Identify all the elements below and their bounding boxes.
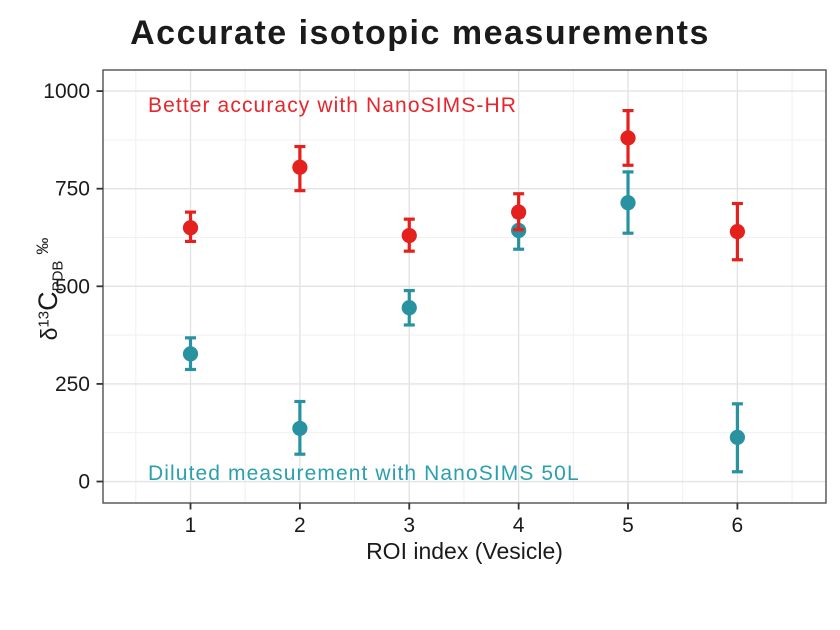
x-axis-title: ROI index (Vesicle) <box>366 538 563 564</box>
axis-ticks <box>96 90 739 510</box>
y-tick-label-1000: 1000 <box>43 80 90 103</box>
data-point-hr-2 <box>292 159 308 175</box>
y-tick-label-0: 0 <box>78 471 90 494</box>
data-point-50l-2 <box>292 420 308 437</box>
x-tick-label-1: 1 <box>185 514 197 537</box>
series-nanosims-hr <box>182 109 746 262</box>
data-point-50l-6 <box>729 429 746 446</box>
y-tick-label-250: 250 <box>55 373 90 396</box>
data-point-hr-3 <box>401 227 417 244</box>
data-point-hr-6 <box>729 224 746 240</box>
chart-title: Accurate isotopic measurements <box>130 14 710 52</box>
data-point-50l-1 <box>182 346 199 362</box>
data-point-hr-1 <box>182 220 199 236</box>
data-point-hr-4 <box>511 204 527 220</box>
data-point-50l-5 <box>620 195 636 211</box>
x-tick-label-6: 6 <box>732 514 744 537</box>
y-tick-label-500: 500 <box>55 275 90 298</box>
x-tick-label-4: 4 <box>513 514 525 537</box>
y-tick-label-750: 750 <box>55 178 90 201</box>
data-point-50l-3 <box>401 300 417 316</box>
x-tick-label-2: 2 <box>294 514 306 537</box>
x-tick-label-3: 3 <box>403 514 415 537</box>
annotation-nanosims-hr: Better accuracy with NanoSIMS-HR <box>148 94 517 117</box>
data-point-hr-5 <box>620 130 636 146</box>
x-tick-label-5: 5 <box>622 514 634 537</box>
annotation-nanosims-50l: Diluted measurement with NanoSIMS 50L <box>148 462 580 485</box>
